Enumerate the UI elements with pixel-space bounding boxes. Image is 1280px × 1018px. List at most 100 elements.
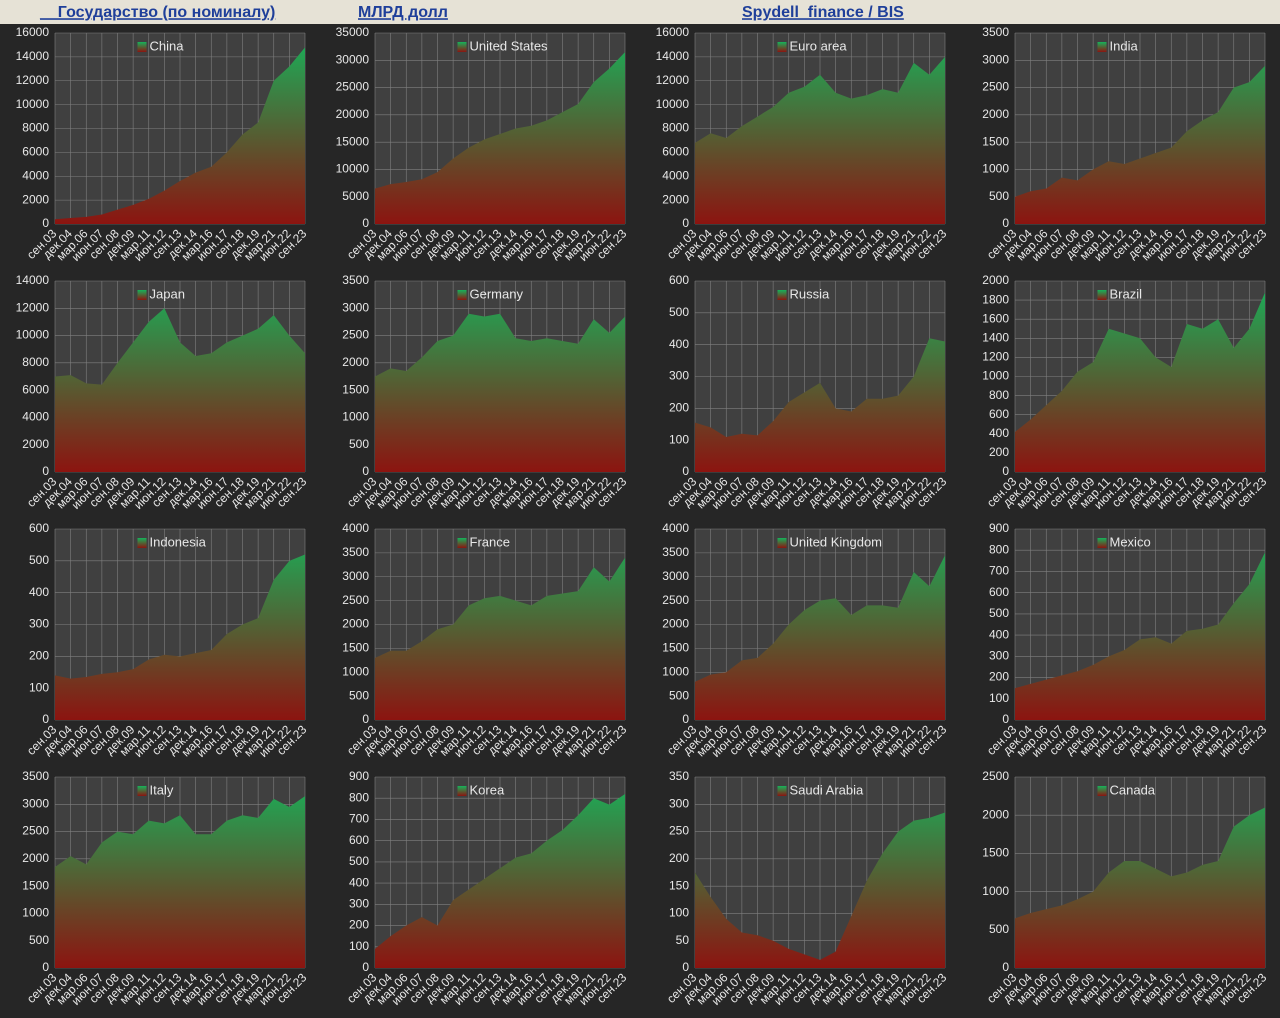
y-tick-label: 3000 bbox=[982, 52, 1009, 66]
y-tick-label: 400 bbox=[349, 875, 369, 889]
y-tick-label: 2500 bbox=[982, 80, 1009, 94]
y-tick-label: 500 bbox=[349, 854, 369, 868]
y-tick-label: 300 bbox=[669, 369, 689, 383]
y-tick-label: 8000 bbox=[22, 121, 49, 135]
y-tick-label: 12000 bbox=[16, 300, 50, 314]
area bbox=[695, 338, 945, 472]
y-tick-label: 25000 bbox=[336, 80, 370, 94]
y-tick-label: 100 bbox=[989, 691, 1009, 705]
y-tick-label: 300 bbox=[669, 796, 689, 810]
y-tick-label: 2500 bbox=[342, 328, 369, 342]
y-tick-label: 1500 bbox=[982, 134, 1009, 148]
y-tick-label: 1500 bbox=[342, 382, 369, 396]
y-tick-label: 800 bbox=[989, 388, 1009, 402]
y-tick-label: 2500 bbox=[342, 593, 369, 607]
legend-swatch bbox=[777, 42, 787, 52]
y-tick-label: 3500 bbox=[22, 769, 49, 783]
y-tick-label: 600 bbox=[989, 407, 1009, 421]
legend-swatch bbox=[777, 290, 787, 300]
legend-label: Germany bbox=[470, 286, 524, 301]
y-tick-label: 500 bbox=[349, 688, 369, 702]
y-tick-label: 1000 bbox=[982, 369, 1009, 383]
header-title: __Государство (по номиналу) bbox=[39, 4, 275, 21]
y-tick-label: 0 bbox=[362, 712, 369, 726]
legend-label: Japan bbox=[150, 286, 185, 301]
legend-swatch bbox=[1097, 786, 1107, 796]
y-tick-label: 3500 bbox=[662, 545, 689, 559]
y-tick-label: 3000 bbox=[342, 300, 369, 314]
y-tick-label: 14000 bbox=[16, 49, 50, 63]
y-tick-label: 0 bbox=[362, 464, 369, 478]
header-source: Spydell_finance / BIS bbox=[742, 4, 904, 21]
y-tick-label: 150 bbox=[669, 878, 689, 892]
legend-swatch bbox=[137, 290, 147, 300]
y-tick-label: 350 bbox=[669, 769, 689, 783]
y-tick-label: 200 bbox=[29, 649, 49, 663]
y-tick-label: 10000 bbox=[656, 97, 690, 111]
y-tick-label: 4000 bbox=[22, 410, 49, 424]
header-units: МЛРД долл bbox=[358, 4, 448, 21]
y-tick-label: 2000 bbox=[22, 192, 49, 206]
y-tick-label: 0 bbox=[1002, 960, 1009, 974]
legend-label: Brazil bbox=[1110, 286, 1143, 301]
y-tick-label: 16000 bbox=[16, 25, 50, 39]
y-tick-label: 600 bbox=[669, 273, 689, 287]
y-tick-label: 6000 bbox=[22, 382, 49, 396]
y-tick-label: 0 bbox=[682, 464, 689, 478]
y-tick-label: 200 bbox=[989, 445, 1009, 459]
legend-label: United States bbox=[470, 38, 549, 53]
y-tick-label: 2000 bbox=[22, 851, 49, 865]
y-tick-label: 10000 bbox=[336, 162, 370, 176]
y-tick-label: 600 bbox=[989, 585, 1009, 599]
y-tick-label: 700 bbox=[349, 812, 369, 826]
area bbox=[55, 47, 305, 225]
y-tick-label: 300 bbox=[29, 617, 49, 631]
y-tick-label: 4000 bbox=[662, 521, 689, 535]
y-tick-label: 0 bbox=[42, 960, 49, 974]
area bbox=[695, 812, 945, 968]
y-tick-label: 400 bbox=[669, 337, 689, 351]
area bbox=[1015, 807, 1265, 968]
y-tick-label: 4000 bbox=[342, 521, 369, 535]
y-tick-label: 100 bbox=[669, 906, 689, 920]
y-tick-label: 2000 bbox=[22, 437, 49, 451]
area bbox=[695, 555, 945, 720]
y-tick-label: 1500 bbox=[342, 641, 369, 655]
y-tick-label: 300 bbox=[989, 649, 1009, 663]
y-tick-label: 2000 bbox=[342, 617, 369, 631]
y-tick-label: 0 bbox=[42, 712, 49, 726]
y-tick-label: 3000 bbox=[342, 569, 369, 583]
legend-label: Korea bbox=[470, 782, 505, 797]
y-tick-label: 1000 bbox=[982, 162, 1009, 176]
y-tick-label: 500 bbox=[29, 933, 49, 947]
y-tick-label: 1000 bbox=[982, 884, 1009, 898]
area bbox=[55, 554, 305, 720]
y-tick-label: 1000 bbox=[342, 410, 369, 424]
y-tick-label: 2000 bbox=[662, 192, 689, 206]
y-tick-label: 5000 bbox=[342, 189, 369, 203]
y-tick-label: 200 bbox=[669, 851, 689, 865]
y-tick-label: 3000 bbox=[22, 796, 49, 810]
y-tick-label: 2500 bbox=[982, 769, 1009, 783]
y-tick-label: 800 bbox=[989, 542, 1009, 556]
y-tick-label: 700 bbox=[989, 564, 1009, 578]
y-tick-label: 100 bbox=[349, 939, 369, 953]
y-tick-label: 400 bbox=[29, 585, 49, 599]
y-tick-label: 12000 bbox=[16, 73, 50, 87]
y-tick-label: 0 bbox=[1002, 216, 1009, 230]
legend-swatch bbox=[457, 786, 467, 796]
legend-swatch bbox=[137, 786, 147, 796]
y-tick-label: 30000 bbox=[336, 52, 370, 66]
y-tick-label: 12000 bbox=[656, 73, 690, 87]
header-bar bbox=[0, 0, 1280, 24]
y-tick-label: 10000 bbox=[16, 97, 50, 111]
y-tick-label: 6000 bbox=[22, 145, 49, 159]
y-tick-label: 8000 bbox=[22, 355, 49, 369]
area bbox=[55, 796, 305, 968]
y-tick-label: 2500 bbox=[662, 593, 689, 607]
y-tick-label: 500 bbox=[989, 606, 1009, 620]
legend-label: Euro area bbox=[790, 38, 848, 53]
y-tick-label: 1500 bbox=[22, 878, 49, 892]
y-tick-label: 500 bbox=[29, 553, 49, 567]
area bbox=[375, 793, 625, 968]
